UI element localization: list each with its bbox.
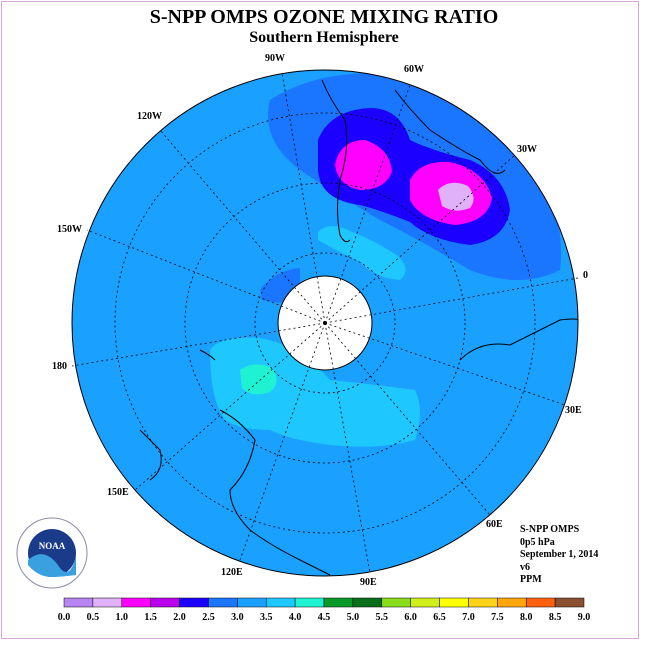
colorbar-tick-label: 7.0 — [462, 612, 475, 623]
contour-1p0 — [438, 182, 474, 211]
lon-label-120e: 120E — [221, 567, 243, 578]
colorbar-swatch — [265, 597, 296, 608]
coast-new-zealand — [139, 429, 162, 481]
logo-wave — [28, 554, 76, 577]
colorbar-swatch — [92, 597, 123, 608]
colorbar: 0.0 0.5 1.0 1.5 2.0 2.5 3.0 3.5 4.0 4.5 5.0 5.5 6.0 6… — [58, 597, 591, 623]
colorbar-swatch — [381, 597, 411, 608]
colorbar-swatch — [525, 597, 556, 608]
coastlines — [139, 79, 578, 576]
meridian-90e — [324, 322, 371, 574]
latitude-ring-3 — [114, 112, 536, 534]
info-instrument: S-NPP OMPS — [520, 524, 580, 535]
lon-label-60e: 60E — [486, 519, 503, 530]
info-units: PPM — [520, 574, 542, 585]
colorbar-swatch — [63, 597, 94, 608]
colorbar-swatch — [352, 597, 383, 608]
colorbar-swatch — [150, 597, 180, 608]
info-date: September 1, 2014 — [520, 549, 599, 560]
meridian-60e — [324, 322, 491, 516]
coast-africa — [459, 318, 578, 361]
colorbar-tick-label: 0.5 — [87, 612, 100, 623]
lon-label-90e: 90E — [360, 577, 377, 588]
coast-south-america-east — [394, 89, 506, 174]
colorbar-tick-label: 7.5 — [491, 612, 504, 623]
colorbar-swatch — [554, 597, 585, 608]
graticule — [71, 72, 579, 574]
info-block: S-NPP OMPS 0p5 hPa September 1, 2014 v6 … — [520, 524, 598, 587]
colorbar-swatch — [439, 597, 469, 608]
coast-australia — [219, 409, 331, 576]
colorbar-tick-label: 4.0 — [289, 612, 302, 623]
lon-label-30e: 30E — [565, 405, 582, 416]
colorbar-tick-label: 0.0 — [58, 612, 71, 623]
colorbar-tick-label: 1.5 — [144, 612, 157, 623]
colorbar-tick-label: 5.0 — [347, 612, 360, 623]
lon-label-90w: 90W — [265, 53, 285, 64]
colorbar-swatch — [468, 597, 498, 608]
colorbar-tick-label: 1.0 — [116, 612, 129, 623]
latitude-ring-2 — [184, 182, 466, 464]
coast-island — [199, 349, 216, 361]
colorbar-tick-label: 6.5 — [433, 612, 446, 623]
colorbar-tick-label: 2.0 — [173, 612, 186, 623]
contour-3p0-south — [210, 337, 420, 447]
lon-label-120w: 120W — [137, 111, 162, 122]
info-level: 0p5 hPa — [520, 536, 555, 548]
lon-label-0: 0 — [583, 270, 588, 281]
colorbar-tick-label: 2.5 — [202, 612, 215, 623]
lon-label-150w: 150W — [57, 224, 82, 235]
colorbar-swatch — [497, 597, 527, 608]
longitude-labels: 90W 60W 30W 0 30E 60E 90E 120E 150E 180 … — [52, 53, 588, 588]
meridian-90w — [281, 72, 326, 324]
meridian-30w — [324, 154, 516, 324]
colorbar-swatch — [323, 597, 354, 608]
colorbar-tick-label: 6.0 — [404, 612, 417, 623]
colorbar-tick-label: 5.5 — [376, 612, 389, 623]
colorbar-tick-label: 8.0 — [520, 612, 533, 623]
map-boundary — [71, 69, 579, 577]
colorbar-swatch — [121, 597, 151, 608]
contour-1p5-west — [335, 140, 392, 190]
colorbar-tick-label: 3.0 — [231, 612, 244, 623]
contour-3p0-north — [318, 226, 406, 280]
logo-text: NOAA — [39, 541, 66, 551]
colorbar-swatch — [179, 597, 209, 608]
meridian-150e — [134, 322, 326, 491]
info-version: v6 — [520, 561, 530, 573]
lon-label-30w: 30W — [517, 144, 537, 155]
lon-label-60w: 60W — [404, 64, 424, 75]
colorbar-tick-label: 3.5 — [260, 612, 273, 623]
contour-3p5 — [240, 364, 277, 395]
meridian-120w — [159, 129, 326, 324]
latitude-ring-1 — [254, 252, 396, 394]
figure-frame — [1, 1, 639, 639]
colorbar-tick-label: 9.0 — [578, 612, 591, 623]
meridian-120e — [239, 322, 326, 561]
colorbar-swatch — [237, 597, 267, 608]
colorbar-tick-label: 4.5 — [318, 612, 331, 623]
colorbar-swatch — [294, 597, 325, 608]
colorbar-swatch — [410, 597, 440, 608]
coast-south-america-west — [321, 79, 351, 243]
map-subtitle: Southern Hemisphere — [249, 29, 399, 46]
lon-label-180: 180 — [52, 361, 67, 372]
map-title: S-NPP OMPS OZONE MIXING RATIO — [149, 6, 499, 28]
meridian-30e — [324, 322, 566, 406]
colorbar-tick-label: 8.5 — [549, 612, 562, 623]
lon-label-150e: 150E — [107, 487, 129, 498]
noaa-logo: NOAA — [16, 517, 88, 589]
meridian-60w — [324, 84, 411, 324]
colorbar-swatch — [208, 597, 238, 608]
